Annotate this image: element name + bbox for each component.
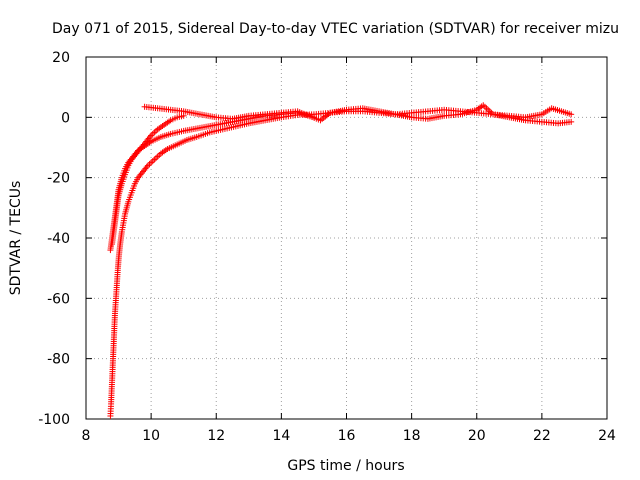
x-tick-label: 10 xyxy=(142,428,160,444)
x-tick-label: 8 xyxy=(82,428,91,444)
y-tick-label: -20 xyxy=(47,171,70,187)
y-tick-label: 0 xyxy=(61,110,70,126)
y-tick-label: -80 xyxy=(47,352,70,368)
axis-ticks: 8 10 12 14 16 18 20 22 24 -100 -80 -60 -40 -20 0 20 xyxy=(38,50,616,444)
x-tick-label: 14 xyxy=(272,428,290,444)
data-marks xyxy=(107,102,575,419)
data-point xyxy=(568,118,575,125)
y-tick-label: -60 xyxy=(47,291,70,307)
y-tick-label: 20 xyxy=(52,50,70,66)
data-point xyxy=(568,111,575,118)
x-tick-label: 22 xyxy=(533,428,551,444)
y-tick-label: -100 xyxy=(38,412,70,428)
x-tick-label: 20 xyxy=(468,428,486,444)
grid xyxy=(86,57,607,419)
x-axis-label: GPS time / hours xyxy=(287,458,404,474)
y-axis-label: SDTVAR / TECUs xyxy=(8,181,24,296)
x-tick-label: 18 xyxy=(403,428,421,444)
x-tick-label: 16 xyxy=(338,428,356,444)
x-tick-label: 12 xyxy=(207,428,225,444)
x-tick-label: 24 xyxy=(598,428,616,444)
chart-title: Day 071 of 2015, Sidereal Day-to-day VTE… xyxy=(52,21,619,37)
y-tick-label: -40 xyxy=(47,231,70,247)
